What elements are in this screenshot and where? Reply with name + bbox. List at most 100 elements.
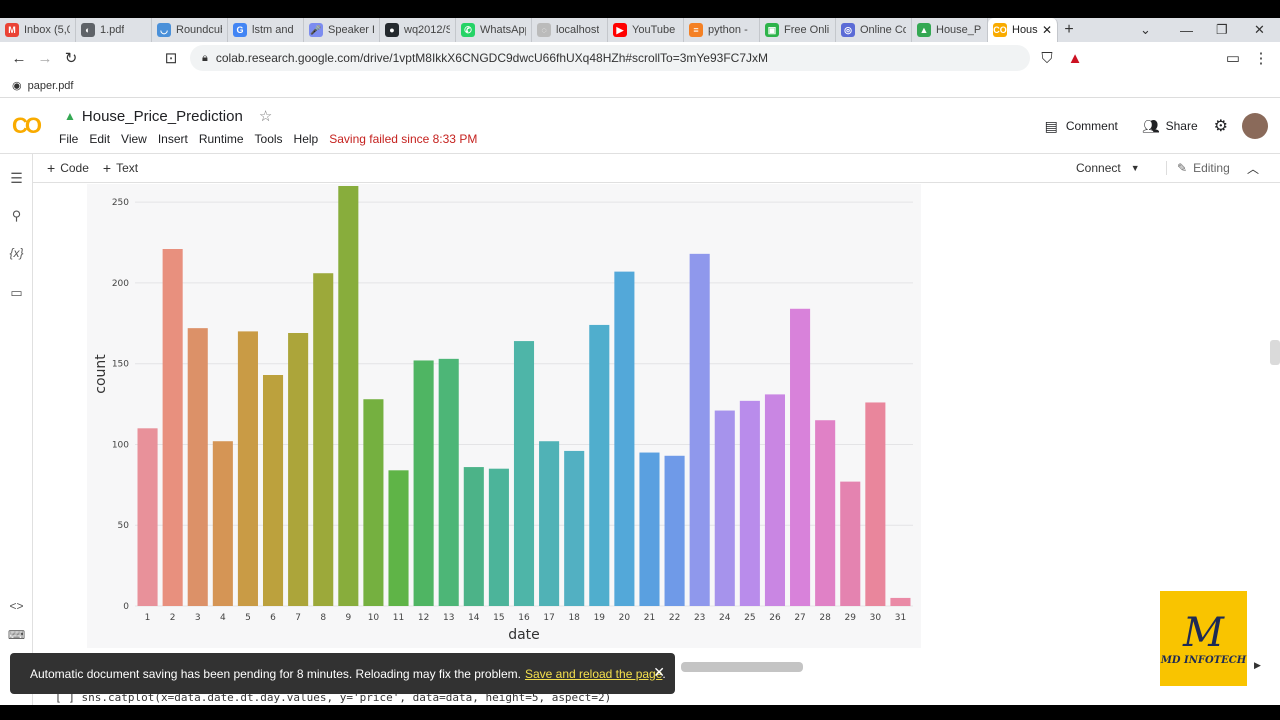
command-palette-icon[interactable]: ⌨ xyxy=(7,628,26,642)
browser-tab[interactable]: ▶ YouTube xyxy=(608,18,684,42)
save-reload-link[interactable]: Save and reload the page xyxy=(524,666,663,681)
toast-message: Automatic document saving has been pendi… xyxy=(30,666,521,681)
notebook-title[interactable]: House_Price_Prediction xyxy=(81,107,243,125)
browser-tab[interactable]: 🎤 Speaker D xyxy=(304,18,380,42)
table-of-contents-icon[interactable]: ☰ xyxy=(10,170,23,186)
x-tick-label: 31 xyxy=(895,613,906,623)
bar-27 xyxy=(790,308,811,606)
toast-close-icon[interactable]: ✕ xyxy=(653,664,665,680)
minimize-icon[interactable]: — xyxy=(1180,22,1193,38)
tab-label: Roundcub xyxy=(176,24,222,36)
menu-edit[interactable]: Edit xyxy=(89,132,111,146)
horizontal-scrollbar[interactable] xyxy=(681,662,803,672)
tab-search-icon[interactable]: ⌄ xyxy=(1140,22,1151,37)
tab-favicon-icon: ✆ xyxy=(461,23,475,37)
collapse-chevron-icon[interactable]: ︿ xyxy=(1247,161,1260,176)
tab-favicon-icon: M xyxy=(5,23,19,37)
bookmark-icon[interactable]: ⊡ xyxy=(164,50,178,67)
add-code-button[interactable]: + Code xyxy=(47,160,89,176)
share-icon[interactable]: 👥︎ xyxy=(1141,117,1160,134)
menu-view[interactable]: View xyxy=(121,132,147,146)
brave-shield-icon[interactable]: ⛉ xyxy=(1041,49,1053,67)
variables-icon[interactable]: {x} xyxy=(9,246,24,260)
browser-tab[interactable]: ▲ House_Pr xyxy=(912,18,988,42)
reload-icon[interactable]: ↻ xyxy=(64,50,78,67)
tab-close-icon[interactable]: ✕ xyxy=(1041,23,1052,37)
colab-logo[interactable]: CO xyxy=(12,113,42,138)
menu-tools[interactable]: Tools xyxy=(254,132,283,146)
x-tick-label: 8 xyxy=(320,613,326,623)
tab-label: YouTube xyxy=(632,24,676,36)
bar-21 xyxy=(639,452,660,606)
tab-label: 1.pdf xyxy=(100,24,125,36)
settings-gear-icon[interactable]: ⚙ xyxy=(1213,118,1228,135)
tab-label: Speaker D xyxy=(328,24,374,36)
bar-7 xyxy=(288,333,309,606)
x-tick-label: 17 xyxy=(543,613,554,623)
browser-tab[interactable]: ● wq2012/S xyxy=(380,18,456,42)
bar-10 xyxy=(363,399,384,606)
bar-22 xyxy=(664,455,685,606)
code-snippets-icon[interactable]: <> xyxy=(9,599,24,613)
editing-button[interactable]: ✎ Editing xyxy=(1166,161,1230,175)
browser-tab[interactable]: ▣ Free Onli xyxy=(760,18,836,42)
globe-icon: ◉ xyxy=(12,80,22,92)
menu-runtime[interactable]: Runtime xyxy=(198,132,244,146)
bar-2 xyxy=(162,249,183,606)
logo-text: MD INFOTECH xyxy=(1160,655,1247,666)
notebook-title-row: ▲ House_Price_Prediction ☆ xyxy=(64,107,273,126)
tab-favicon-icon: 🎤 xyxy=(309,23,323,37)
connect-button[interactable]: Connect ▼ xyxy=(1076,161,1140,175)
browser-tab[interactable]: ◐ 1.pdf xyxy=(76,18,152,42)
browser-tab[interactable]: ◎ Online Co xyxy=(836,18,912,42)
new-tab-button[interactable]: + xyxy=(1064,21,1074,38)
wallet-icon[interactable]: ▭ xyxy=(1225,50,1241,67)
x-tick-label: 9 xyxy=(345,613,351,623)
menu-file[interactable]: File xyxy=(59,132,79,146)
add-text-button[interactable]: + Text xyxy=(103,160,138,176)
star-icon[interactable]: ☆ xyxy=(258,108,273,125)
back-icon[interactable]: ← xyxy=(11,49,27,67)
browser-tab[interactable]: ✆ WhatsApp xyxy=(456,18,532,42)
browser-tab[interactable]: ◌ localhost xyxy=(532,18,608,42)
menu-help[interactable]: Help xyxy=(293,132,319,146)
x-tick-label: 12 xyxy=(418,613,429,623)
files-folder-icon[interactable]: ▭ xyxy=(10,285,23,300)
scroll-right-icon[interactable]: ▶ xyxy=(1254,660,1261,670)
comment-icon[interactable]: ▤ xyxy=(1044,117,1058,134)
avatar[interactable] xyxy=(1242,113,1268,139)
x-tick-label: 3 xyxy=(195,613,201,623)
browser-tab[interactable]: M Inbox (5,0 xyxy=(0,18,76,42)
drive-icon: ▲ xyxy=(64,109,76,123)
forward-icon[interactable]: → xyxy=(37,49,53,67)
browser-tab[interactable]: ◡ Roundcub xyxy=(152,18,228,42)
tab-label: localhost xyxy=(556,24,600,36)
saving-status[interactable]: Saving failed since 8:33 PM xyxy=(329,132,478,146)
restore-icon[interactable]: ❐ xyxy=(1216,22,1228,37)
x-tick-label: 28 xyxy=(819,613,831,623)
url-field[interactable]: 🔒︎ colab.research.google.com/drive/1vptM… xyxy=(190,45,1030,71)
bookmarks-bar: ◉ paper.pdf xyxy=(0,74,1280,98)
vertical-scrollbar[interactable] xyxy=(1270,340,1280,365)
browser-menu-icon[interactable]: ⋮ xyxy=(1253,50,1269,67)
window-close-icon[interactable]: ✕ xyxy=(1254,22,1265,37)
browser-tab[interactable]: ≡ python - xyxy=(684,18,760,42)
menu-insert[interactable]: Insert xyxy=(157,132,188,146)
search-icon[interactable]: ⚲ xyxy=(11,208,22,223)
logo-monogram: M xyxy=(1183,610,1224,656)
x-tick-label: 13 xyxy=(443,613,454,623)
tab-favicon-icon: ◌ xyxy=(537,23,551,37)
notebook-content: 0 50 100 150 200 250 1 2 3 4 5 6 7 8 9 10 11 12 13 14 15 16 1… xyxy=(34,184,1280,714)
share-button[interactable]: Share xyxy=(1165,119,1198,133)
next-code-cell[interactable]: [ ] sns.catplot(x=data.date.dt.day.value… xyxy=(55,691,612,704)
browser-tab[interactable]: CO House✕ xyxy=(988,18,1058,42)
brave-rewards-icon[interactable]: ▲ xyxy=(1067,49,1083,67)
tab-favicon-icon: ● xyxy=(385,23,399,37)
comment-button[interactable]: Comment xyxy=(1065,119,1118,133)
bar-29 xyxy=(840,481,861,606)
bookmark-paper-pdf[interactable]: paper.pdf xyxy=(27,79,74,92)
bar-28 xyxy=(815,420,836,606)
x-tick-label: 16 xyxy=(518,613,530,623)
